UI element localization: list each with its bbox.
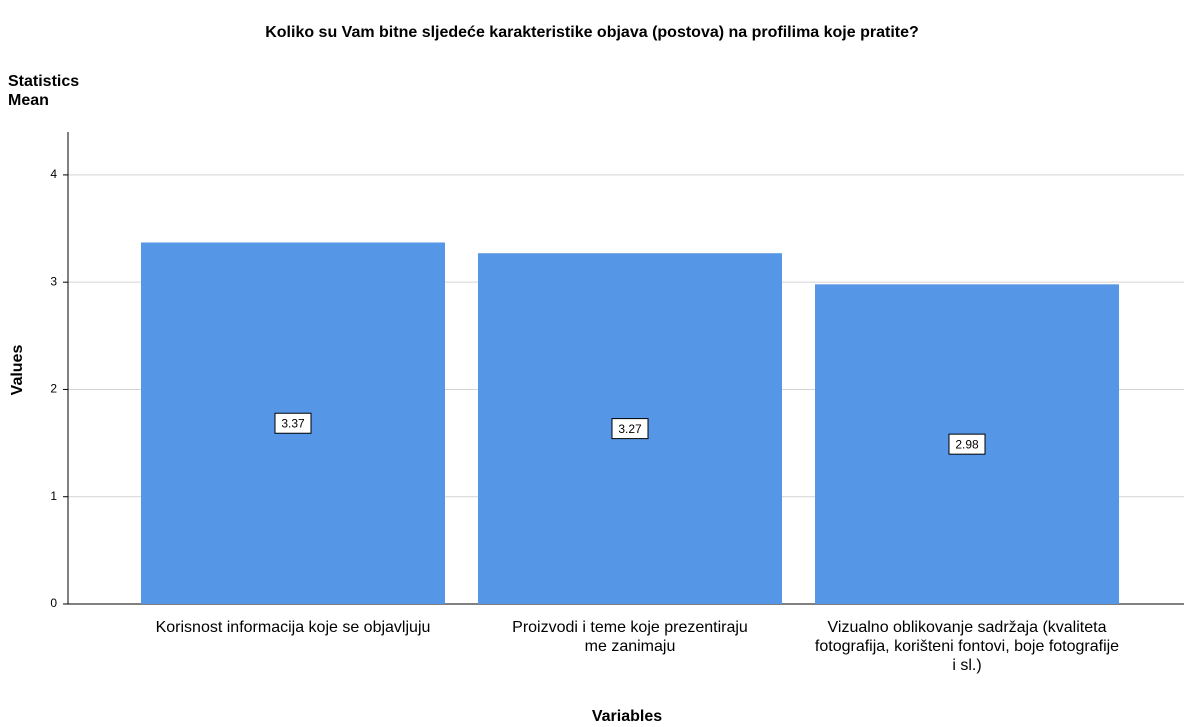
x-tick-label: Vizualno oblikovanje sadržaja (kvaliteta… bbox=[814, 619, 1120, 674]
subtitle: Statistics bbox=[8, 73, 79, 90]
y-tick-label: 4 bbox=[50, 167, 57, 181]
subtitle: Mean bbox=[8, 92, 49, 109]
value-label: 2.98 bbox=[955, 437, 979, 451]
y-tick-label: 1 bbox=[50, 489, 57, 503]
x-tick-label: Proizvodi i teme koje prezentiraju me za… bbox=[512, 619, 748, 655]
value-label-box bbox=[948, 433, 986, 455]
value-label-box bbox=[611, 418, 649, 440]
x-axis-label: Variables bbox=[592, 708, 662, 725]
y-tick-label: 2 bbox=[50, 382, 57, 396]
y-tick-label: 0 bbox=[50, 596, 57, 610]
x-tick-label: Korisnost informacija koje se objavljuju bbox=[155, 619, 431, 636]
y-tick-label: 3 bbox=[50, 274, 57, 288]
chart-title: Koliko su Vam bitne sljedeće karakterist… bbox=[265, 24, 919, 41]
value-label-box bbox=[274, 412, 312, 434]
y-axis-label: Values bbox=[9, 345, 26, 396]
value-label: 3.37 bbox=[281, 416, 305, 430]
value-label: 3.27 bbox=[618, 422, 642, 436]
